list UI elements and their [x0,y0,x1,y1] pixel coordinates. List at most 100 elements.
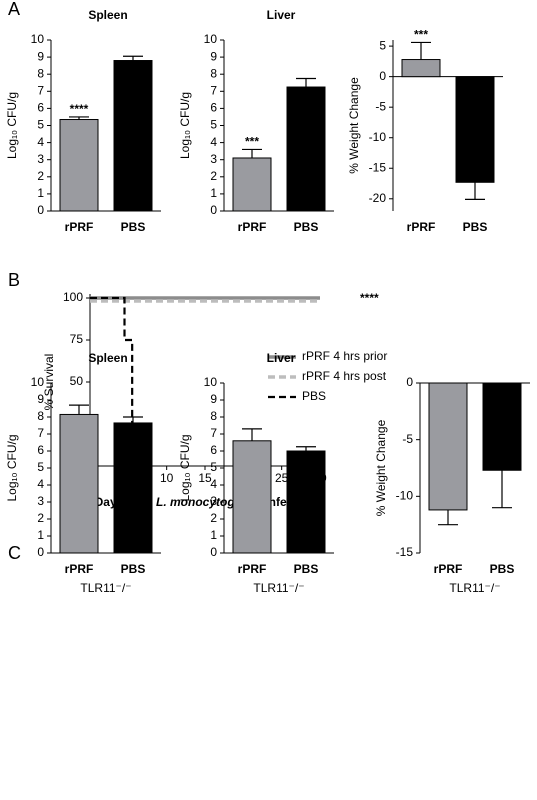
y-tick-label: 4 [210,135,217,149]
legend-label: PBS [302,389,326,403]
y-tick-label: -10 [396,489,414,503]
chart-title: Spleen [88,8,127,22]
y-tick-label: 7 [37,83,44,97]
significance-label: *** [414,28,428,42]
x-tick-label: PBS [294,562,319,576]
y-tick-label: 5 [210,460,217,474]
bar [286,86,326,212]
y-axis-label: % Survival [42,354,56,411]
y-tick-label: -15 [396,545,414,559]
x-tick-label: PBS [463,220,488,234]
bar [113,60,153,212]
y-tick-label: 9 [37,49,44,63]
y-tick-label: 0 [379,69,386,83]
y-tick-label: 7 [37,426,44,440]
y-tick-label: 1 [37,186,44,200]
x-tick-label: PBS [121,220,146,234]
bar [113,422,153,554]
y-tick-label: 6 [37,101,44,115]
significance-label: **** [360,291,379,305]
y-tick-label: 2 [37,169,44,183]
y-axis-label: % Weight Change [347,77,361,174]
bar [232,440,272,554]
y-tick-label: 2 [210,511,217,525]
x-tick-label: 10 [160,471,174,485]
y-tick-label: 0 [37,545,44,559]
chart-title: Spleen [88,351,127,365]
chart-title: Liver [267,8,296,22]
x-tick-label: rPRF [407,220,436,234]
y-tick-label: 75 [70,332,84,346]
x-tick-label: PBS [490,562,515,576]
y-tick-label: 100 [63,290,83,304]
y-tick-label: 8 [37,409,44,423]
y-tick-label: 5 [379,38,386,52]
panel-label: B [8,270,20,290]
y-tick-label: 6 [210,443,217,457]
y-tick-label: -10 [369,130,387,144]
y-tick-label: 3 [37,152,44,166]
y-tick-label: 6 [37,443,44,457]
y-tick-label: 10 [204,375,218,389]
x-tick-label: 25 [275,471,289,485]
y-tick-label: 9 [37,392,44,406]
x-tick-label: rPRF [238,562,267,576]
y-tick-label: 50 [70,374,84,388]
panel-label: C [8,543,21,563]
y-tick-label: 7 [210,426,217,440]
bar [455,76,495,183]
y-tick-label: 8 [210,409,217,423]
y-tick-label: 5 [37,118,44,132]
y-tick-label: 10 [31,32,45,46]
y-tick-label: 10 [204,32,218,46]
y-tick-label: 9 [210,392,217,406]
y-tick-label: 0 [406,375,413,389]
y-tick-label: 4 [210,477,217,491]
y-tick-label: -5 [402,432,413,446]
significance-label: **** [70,102,89,116]
chart-title: Liver [267,351,296,365]
x-tick-label: 15 [198,471,212,485]
y-tick-label: 6 [210,101,217,115]
x-tick-label: rPRF [65,562,94,576]
y-tick-label: 0 [210,545,217,559]
panel-label: A [8,0,20,19]
y-axis-label: Log₁₀ CFU/g [5,92,19,159]
y-axis-label: % Weight Change [374,419,388,516]
y-tick-label: 9 [210,49,217,63]
x-tick-label: rPRF [434,562,463,576]
y-tick-label: 2 [210,169,217,183]
y-tick-label: 3 [210,494,217,508]
y-tick-label: 2 [37,511,44,525]
y-tick-label: 0 [210,203,217,217]
x-axis-label: TLR11⁻/⁻ [253,581,304,595]
bar [59,119,99,212]
y-tick-label: 4 [37,477,44,491]
legend-label: rPRF 4 hrs prior [302,349,387,363]
y-tick-label: 3 [210,152,217,166]
x-tick-label: rPRF [238,220,267,234]
y-axis-label: Log₁₀ CFU/g [178,434,192,501]
bar [482,382,522,471]
x-tick-label: PBS [294,220,319,234]
x-tick-label: PBS [121,562,146,576]
bar [232,157,272,212]
bar [59,413,99,554]
y-tick-label: 10 [31,375,45,389]
y-tick-label: 3 [37,494,44,508]
bar [286,450,326,554]
y-tick-label: 0 [37,203,44,217]
x-axis-label: TLR11⁻/⁻ [80,581,131,595]
y-axis-label: Log₁₀ CFU/g [5,434,19,501]
y-tick-label: 5 [210,118,217,132]
y-tick-label: 1 [210,528,217,542]
legend-label: rPRF 4 hrs post [302,369,387,383]
y-tick-label: 4 [37,135,44,149]
bar [401,59,441,78]
significance-label: *** [245,135,259,149]
y-tick-label: -20 [369,191,387,205]
x-axis-label: TLR11⁻/⁻ [449,581,500,595]
y-tick-label: -5 [375,99,386,113]
y-tick-label: 1 [210,186,217,200]
